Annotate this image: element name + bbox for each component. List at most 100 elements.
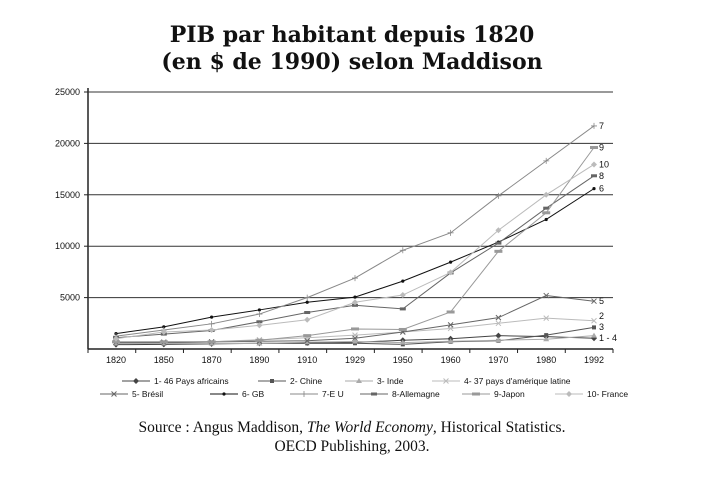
data-point xyxy=(447,338,454,344)
source-suffix: , Historical Statistics. xyxy=(432,419,566,436)
legend-label: 1- 46 Pays africains xyxy=(154,376,229,386)
series-end-label: 9 xyxy=(599,143,604,153)
data-point xyxy=(495,320,502,327)
data-point xyxy=(494,249,503,253)
legend-label: 10- France xyxy=(587,389,628,399)
legend-marker xyxy=(356,378,362,383)
data-point xyxy=(591,317,597,324)
legend-marker xyxy=(270,379,274,383)
data-point xyxy=(543,191,550,198)
data-point xyxy=(495,192,502,199)
source-prefix: Source : Angus Maddison, xyxy=(138,419,307,436)
data-point xyxy=(399,307,406,311)
x-tick-label: 1929 xyxy=(345,355,365,365)
data-point xyxy=(399,339,406,345)
data-point xyxy=(591,332,597,338)
data-point xyxy=(447,269,454,276)
data-point xyxy=(255,338,264,342)
data-point xyxy=(210,315,214,319)
x-tick-label: 1970 xyxy=(488,355,508,365)
data-point xyxy=(256,340,263,346)
series-end-label: 6 xyxy=(599,184,604,194)
chart-title: PIB par habitant depuis 1820 (en $ de 19… xyxy=(0,22,704,76)
x-tick-label: 1992 xyxy=(584,355,604,365)
data-point xyxy=(447,321,454,328)
data-point xyxy=(208,320,215,327)
data-point xyxy=(256,322,263,329)
data-point xyxy=(495,227,502,234)
series-end-label: 2 xyxy=(599,311,604,321)
legend-label: 8-Allemagne xyxy=(392,389,440,399)
data-point xyxy=(544,333,549,338)
data-point xyxy=(304,311,311,315)
source-caption: Source : Angus Maddison, The World Econo… xyxy=(0,418,704,456)
data-point xyxy=(352,275,358,282)
data-point xyxy=(591,298,597,305)
data-point xyxy=(352,335,358,342)
data-point xyxy=(495,241,502,245)
legend-label: 2- Chine xyxy=(290,376,322,386)
data-point xyxy=(352,338,358,344)
data-point xyxy=(304,337,311,344)
data-point xyxy=(543,206,550,210)
y-tick-label: 15000 xyxy=(55,190,80,200)
x-tick-label: 1890 xyxy=(249,355,269,365)
x-tick-label: 1910 xyxy=(297,355,317,365)
title-line-2: (en $ de 1990) selon Maddison xyxy=(161,49,543,75)
legend-label: 4- 37 pays d'amérique latine xyxy=(464,376,571,386)
data-point xyxy=(162,325,166,329)
y-tick-label: 20000 xyxy=(55,138,80,148)
series-line-10 xyxy=(115,164,595,340)
data-point xyxy=(447,229,454,236)
data-point xyxy=(304,316,311,323)
data-point xyxy=(399,292,406,299)
x-tick-label: 1950 xyxy=(393,355,413,365)
source-line2: OECD Publishing, 2003. xyxy=(274,438,430,455)
data-point xyxy=(398,327,407,331)
data-point xyxy=(207,340,216,344)
legend-label: 3- Inde xyxy=(377,376,404,386)
data-point xyxy=(543,315,550,322)
legend-marker xyxy=(111,391,117,397)
legend-marker xyxy=(371,392,377,396)
data-point xyxy=(351,327,359,331)
legend-marker xyxy=(133,378,139,384)
legend-marker xyxy=(301,391,307,397)
data-point xyxy=(399,247,406,254)
data-point xyxy=(353,295,357,299)
data-point xyxy=(543,292,550,299)
legend-marker xyxy=(566,391,572,397)
legend-label: 6- GB xyxy=(242,389,265,399)
data-point xyxy=(495,332,502,339)
data-point xyxy=(592,187,596,191)
data-point xyxy=(542,211,551,215)
series-end-label: 5 xyxy=(599,296,604,306)
y-tick-label: 5000 xyxy=(60,293,80,303)
data-point xyxy=(543,157,550,164)
data-point xyxy=(352,299,358,306)
data-point xyxy=(495,337,502,343)
data-point xyxy=(257,308,261,312)
legend-marker xyxy=(472,392,480,396)
x-tick-label: 1960 xyxy=(441,355,461,365)
data-point xyxy=(591,122,597,129)
data-point xyxy=(112,340,120,344)
y-tick-label: 25000 xyxy=(55,87,80,97)
data-point xyxy=(256,320,263,324)
x-tick-label: 1850 xyxy=(154,355,174,365)
data-point xyxy=(495,314,502,321)
data-point xyxy=(591,174,597,178)
data-point xyxy=(113,335,119,342)
x-tick-label: 1980 xyxy=(536,355,556,365)
title-line-1: PIB par habitant depuis 1820 xyxy=(169,22,535,48)
data-point xyxy=(446,310,455,314)
data-point xyxy=(591,161,597,168)
data-point xyxy=(590,146,598,150)
legend-label: 5- Brésil xyxy=(132,389,163,399)
legend-label: 7-E U xyxy=(322,389,344,399)
data-point xyxy=(160,329,167,336)
data-point xyxy=(543,336,550,342)
source-book: The World Economy xyxy=(306,419,433,436)
series-line-9 xyxy=(116,147,595,343)
